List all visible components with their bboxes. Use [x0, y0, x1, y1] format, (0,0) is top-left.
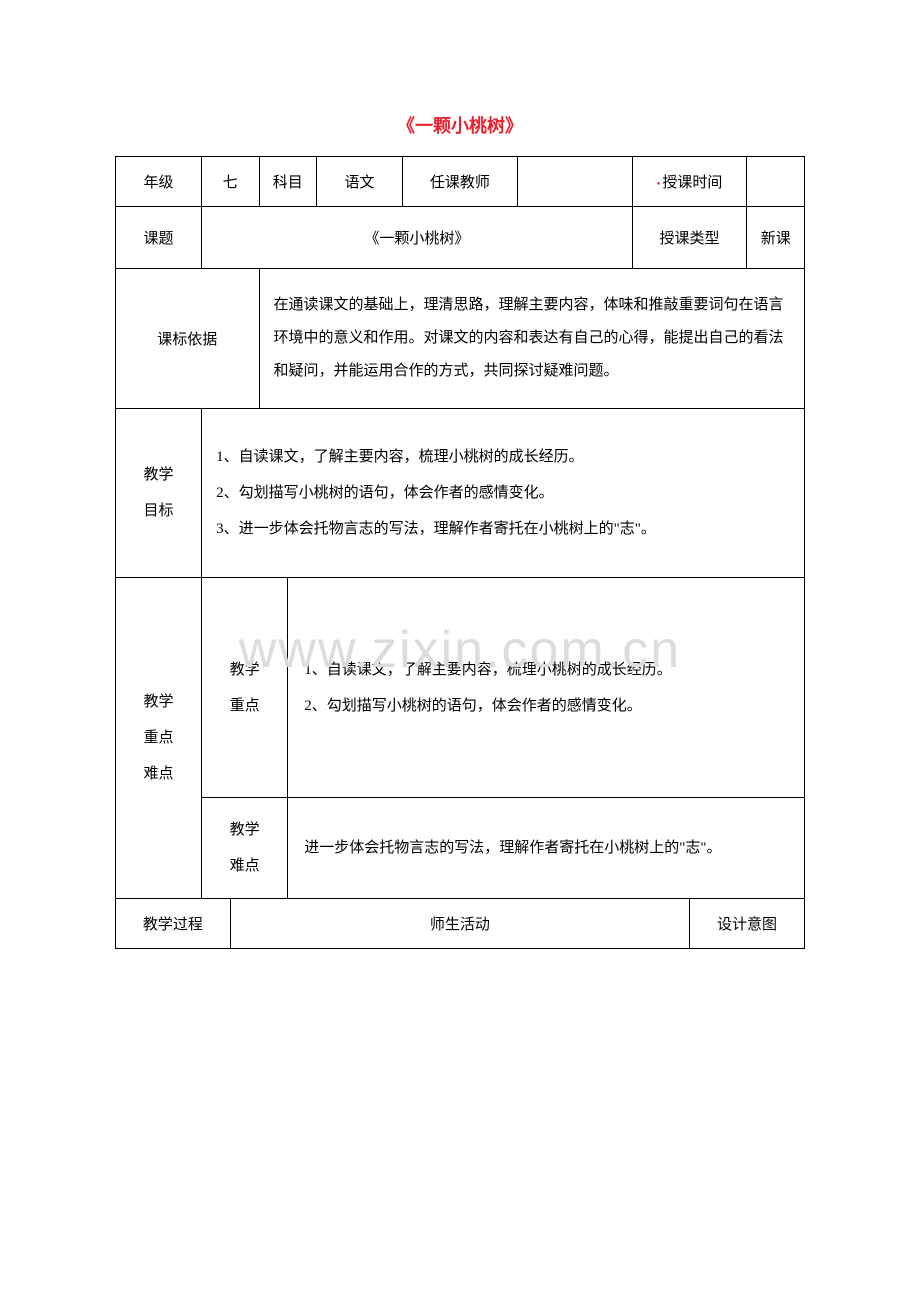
time-label-text: 授课时间 — [662, 175, 722, 191]
goal-label-l1: 教学 — [124, 457, 193, 493]
marker-dot: ● — [657, 181, 661, 187]
cell-teacher-value — [517, 157, 632, 207]
lesson-plan-table: 年级 七 科目 语文 任课教师 ●授课时间 课题 《一颗小桃树》 授课类型 新课… — [115, 156, 805, 949]
cell-type-label: 授课类型 — [632, 207, 747, 269]
cell-topic-label: 课题 — [116, 207, 202, 269]
goal-line-1: 1、自读课文，了解主要内容，梳理小桃树的成长经历。 — [216, 439, 790, 475]
row-basic-info: 年级 七 科目 语文 任课教师 ●授课时间 — [116, 157, 805, 207]
row-difficulty: 教学 难点 进一步体会托物言志的写法，理解作者寄托在小桃树上的"志"。 — [116, 798, 805, 899]
row-basis: 课标依据 在通读课文的基础上，理清思路，理解主要内容，体味和推敲重要词句在语言环… — [116, 269, 805, 409]
cell-emph-text: 1、自读课文，了解主要内容，梳理小桃树的成长经历。 2、勾划描写小桃树的语句，体… — [288, 578, 805, 798]
cell-teacher-label: 任课教师 — [403, 157, 518, 207]
emph-line-2: 2、勾划描写小桃树的语句，体会作者的感情变化。 — [304, 688, 788, 724]
cell-emphdiff-label: 教学 重点 难点 — [116, 578, 202, 899]
cell-grade-label: 年级 — [116, 157, 202, 207]
emphdiff-l2: 重点 — [124, 720, 193, 756]
goal-line-3: 3、进一步体会托物言志的写法，理解作者寄托在小桃树上的"志"。 — [216, 511, 790, 547]
cell-basis-text: 在通读课文的基础上，理清思路，理解主要内容，体味和推敲重要词句在语言环境中的意义… — [259, 269, 804, 409]
goal-line-2: 2、勾划描写小桃树的语句，体会作者的感情变化。 — [216, 475, 790, 511]
emph-line-1: 1、自读课文，了解主要内容，梳理小桃树的成长经历。 — [304, 652, 788, 688]
cell-time-value — [747, 157, 805, 207]
emph-sub-l2: 重点 — [210, 688, 279, 724]
cell-emph-sublabel: 教学 重点 — [202, 578, 288, 798]
cell-subject-label: 科目 — [259, 157, 316, 207]
row-goals: 教学 目标 1、自读课文，了解主要内容，梳理小桃树的成长经历。 2、勾划描写小桃… — [116, 409, 805, 578]
document-title: 《一颗小桃树》 — [115, 112, 805, 138]
emphdiff-l1: 教学 — [124, 684, 193, 720]
row-emphasis: 教学 重点 难点 教学 重点 1、自读课文，了解主要内容，梳理小桃树的成长经历。… — [116, 578, 805, 798]
cell-intent-label: 设计意图 — [690, 899, 805, 949]
diff-sub-l1: 教学 — [210, 812, 279, 848]
row-topic: 课题 《一颗小桃树》 授课类型 新课 — [116, 207, 805, 269]
cell-time-label: ●授课时间 — [632, 157, 747, 207]
row-process-header: 教学过程 师生活动 设计意图 — [116, 899, 805, 949]
diff-sub-l2: 难点 — [210, 848, 279, 884]
emphdiff-l3: 难点 — [124, 756, 193, 792]
goal-label-l2: 目标 — [124, 493, 193, 529]
emph-sub-l1: 教学 — [210, 652, 279, 688]
cell-diff-text: 进一步体会托物言志的写法，理解作者寄托在小桃树上的"志"。 — [288, 798, 805, 899]
cell-goals-text: 1、自读课文，了解主要内容，梳理小桃树的成长经历。 2、勾划描写小桃树的语句，体… — [202, 409, 805, 578]
cell-topic-value: 《一颗小桃树》 — [202, 207, 633, 269]
cell-subject-value: 语文 — [316, 157, 402, 207]
cell-grade-value: 七 — [202, 157, 259, 207]
cell-goal-label: 教学 目标 — [116, 409, 202, 578]
cell-activity-label: 师生活动 — [230, 899, 689, 949]
cell-basis-label: 课标依据 — [116, 269, 260, 409]
cell-process-label: 教学过程 — [116, 899, 231, 949]
cell-type-value: 新课 — [747, 207, 805, 269]
cell-diff-sublabel: 教学 难点 — [202, 798, 288, 899]
